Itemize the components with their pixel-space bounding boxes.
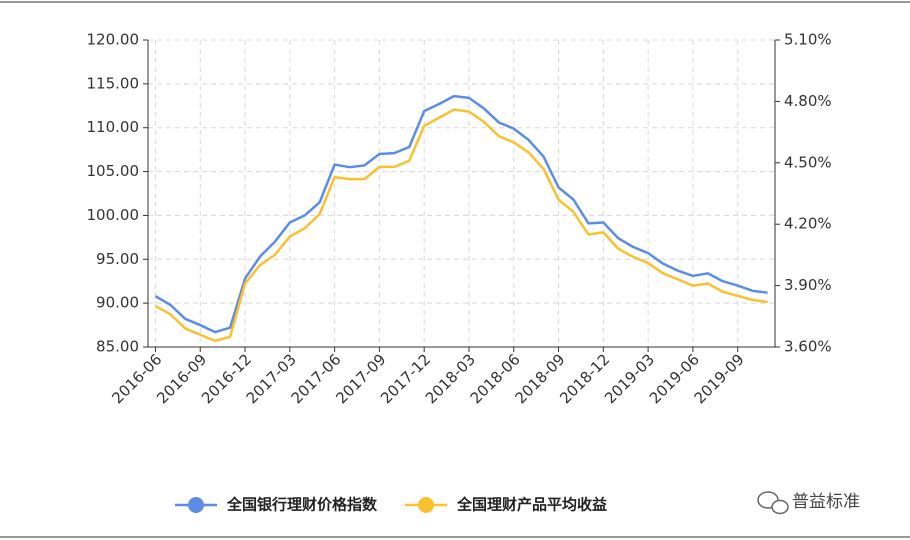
legend-label: 全国理财产品平均收益 [456,496,607,514]
watermark: 普益标准 [757,491,860,515]
y2-tick-label: 4.50% [784,153,832,171]
y-tick-label: 120.00 [87,31,140,49]
series-line [154,94,768,334]
y-tick-label: 100.00 [87,206,140,224]
y2-tick-label: 4.20% [784,215,832,233]
y2-tick-label: 4.80% [784,92,832,110]
y-tick-label: 85.00 [96,338,139,356]
y2-tick-label: 3.60% [784,338,832,356]
y-tick-label: 95.00 [96,250,139,268]
y-tick-label: 110.00 [87,118,140,136]
y-tick-label: 105.00 [87,162,140,180]
legend-marker [418,497,435,513]
y-tick-label: 90.00 [96,294,139,312]
series-line [154,108,768,343]
y2-tick-label: 3.90% [784,276,832,294]
x-tick-label: 2019-09 [691,350,748,407]
y-tick-label: 115.00 [87,74,140,92]
legend-marker [188,497,204,513]
legend-label: 全国银行理财价格指数 [226,496,378,514]
y2-tick-label: 5.10% [784,31,832,49]
watermark-text: 普益标准 [792,492,860,512]
